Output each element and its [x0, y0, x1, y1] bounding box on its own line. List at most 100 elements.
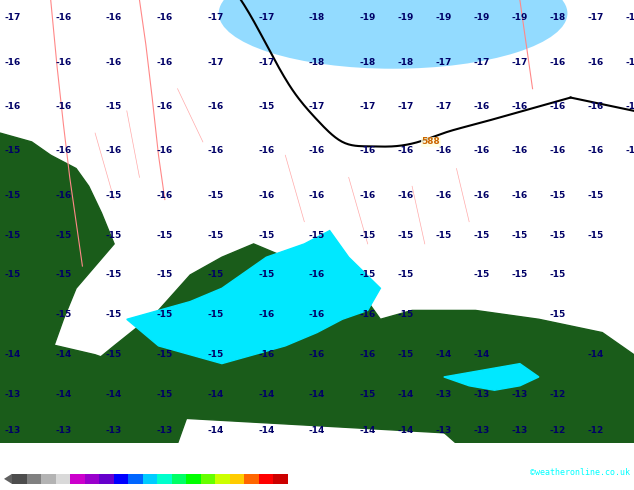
- Text: -16: -16: [359, 191, 376, 199]
- Text: -16: -16: [398, 191, 414, 199]
- Text: -14: -14: [106, 390, 122, 399]
- Text: -15: -15: [4, 191, 21, 199]
- Text: -15: -15: [55, 270, 72, 279]
- Text: -15: -15: [106, 310, 122, 319]
- Text: 18: 18: [183, 485, 190, 490]
- Bar: [143, 474, 157, 484]
- Bar: [230, 474, 244, 484]
- Text: -14: -14: [4, 350, 21, 359]
- Bar: [215, 474, 230, 484]
- Text: -16: -16: [258, 147, 275, 155]
- Text: -15: -15: [157, 230, 173, 240]
- Text: -15: -15: [474, 270, 490, 279]
- Text: -15: -15: [55, 230, 72, 240]
- Text: -16: -16: [550, 58, 566, 67]
- Polygon shape: [393, 319, 634, 443]
- Text: -13: -13: [157, 426, 173, 435]
- Text: -15: -15: [4, 230, 21, 240]
- Text: -15: -15: [106, 102, 122, 111]
- Text: -15: -15: [207, 350, 224, 359]
- Bar: [56, 474, 70, 484]
- Text: -16: -16: [474, 191, 490, 199]
- Text: -19: -19: [436, 13, 452, 22]
- Text: -15: -15: [258, 270, 275, 279]
- Text: -13: -13: [512, 426, 528, 435]
- Text: -15: -15: [207, 191, 224, 199]
- Text: -18: -18: [309, 58, 325, 67]
- Bar: [273, 474, 287, 484]
- Text: -17: -17: [258, 13, 275, 22]
- Text: -15: -15: [550, 270, 566, 279]
- Text: -15: -15: [157, 390, 173, 399]
- Bar: [157, 474, 172, 484]
- Text: -17: -17: [398, 102, 414, 111]
- Text: -13: -13: [512, 390, 528, 399]
- Text: -14: -14: [207, 426, 224, 435]
- Text: -15: -15: [106, 350, 122, 359]
- Text: -16: -16: [626, 102, 634, 111]
- Text: -16: -16: [258, 310, 275, 319]
- Text: 0: 0: [141, 485, 144, 490]
- Text: -16: -16: [4, 102, 21, 111]
- Text: -16: -16: [474, 147, 490, 155]
- Text: -15: -15: [207, 310, 224, 319]
- Bar: [200, 474, 215, 484]
- Text: 38: 38: [226, 485, 233, 490]
- Text: 30: 30: [212, 485, 218, 490]
- Text: -15: -15: [550, 230, 566, 240]
- Text: -16: -16: [474, 102, 490, 111]
- Text: -14: -14: [359, 426, 376, 435]
- Text: -14: -14: [474, 350, 490, 359]
- Text: -16: -16: [55, 13, 72, 22]
- Text: -48: -48: [22, 485, 31, 490]
- Text: -16: -16: [157, 147, 173, 155]
- Text: -16: -16: [157, 102, 173, 111]
- Text: -12: -12: [550, 390, 566, 399]
- Text: -16: -16: [626, 147, 634, 155]
- Text: 48: 48: [256, 485, 262, 490]
- Text: -8: -8: [125, 485, 131, 490]
- Text: -17: -17: [436, 58, 452, 67]
- Text: -54: -54: [7, 485, 17, 490]
- Text: -17: -17: [512, 58, 528, 67]
- Text: -16: -16: [207, 102, 224, 111]
- Text: -15: -15: [512, 270, 528, 279]
- Text: -16: -16: [258, 350, 275, 359]
- Text: -15: -15: [436, 230, 452, 240]
- Text: -14: -14: [55, 390, 72, 399]
- Text: -16: -16: [436, 191, 452, 199]
- Text: -16: -16: [55, 191, 72, 199]
- Text: -16: -16: [436, 147, 452, 155]
- Text: -14: -14: [309, 390, 325, 399]
- Text: -14: -14: [588, 350, 604, 359]
- Text: -15: -15: [4, 270, 21, 279]
- Text: -16: -16: [359, 310, 376, 319]
- Text: -16: -16: [588, 102, 604, 111]
- Text: -16: -16: [309, 270, 325, 279]
- Text: -17: -17: [359, 102, 376, 111]
- Text: -17: -17: [207, 13, 224, 22]
- Text: -15: -15: [550, 310, 566, 319]
- Text: -16: -16: [359, 350, 376, 359]
- Text: -15: -15: [588, 191, 604, 199]
- Polygon shape: [4, 474, 12, 484]
- Text: -16: -16: [157, 13, 173, 22]
- Text: -15: -15: [398, 230, 414, 240]
- Text: 54: 54: [269, 485, 276, 490]
- Text: -15: -15: [106, 230, 122, 240]
- Text: -15: -15: [474, 230, 490, 240]
- Text: -15: -15: [398, 270, 414, 279]
- Text: -13: -13: [55, 426, 72, 435]
- Text: -16: -16: [309, 310, 325, 319]
- Text: -14: -14: [258, 390, 275, 399]
- Text: -17: -17: [436, 102, 452, 111]
- Text: -14: -14: [207, 390, 224, 399]
- Bar: [12, 474, 27, 484]
- Text: -15: -15: [258, 230, 275, 240]
- Text: -18: -18: [550, 13, 566, 22]
- Text: 8: 8: [155, 485, 158, 490]
- Text: -15: -15: [398, 310, 414, 319]
- Text: -17: -17: [588, 13, 604, 22]
- Polygon shape: [0, 333, 190, 443]
- Text: -16: -16: [626, 58, 634, 67]
